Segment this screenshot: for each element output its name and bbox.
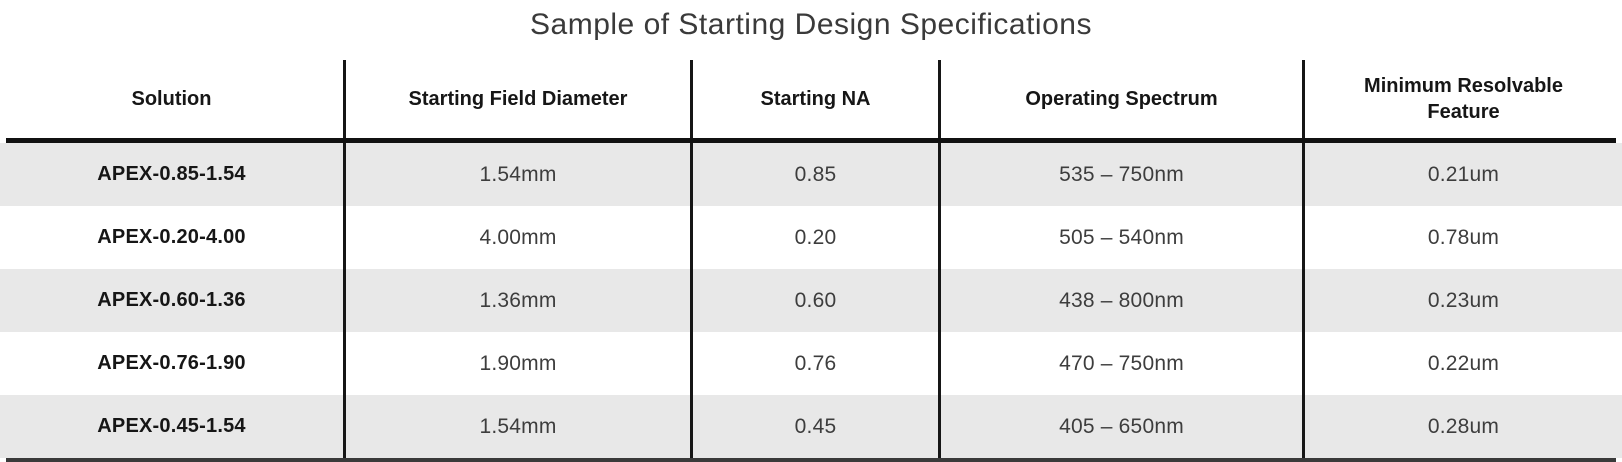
cell-starting-na: 0.76 xyxy=(690,332,938,395)
cell-operating-spectrum: 535 – 750nm xyxy=(938,143,1302,206)
table-row: APEX-0.45-1.54 1.54mm 0.45 405 – 650nm 0… xyxy=(0,395,1622,458)
cell-solution: APEX-0.60-1.36 xyxy=(97,289,246,311)
cell-min-resolvable-feature: 0.23um xyxy=(1302,269,1622,332)
column-header-starting-na: Starting NA xyxy=(690,60,938,138)
table-row: APEX-0.85-1.54 1.54mm 0.85 535 – 750nm 0… xyxy=(0,143,1622,206)
cell-field-diameter: 1.54mm xyxy=(343,143,690,206)
column-header-solution: Solution xyxy=(131,88,212,110)
cell-starting-na: 0.45 xyxy=(690,395,938,458)
column-header-operating-spectrum: Operating Spectrum xyxy=(938,60,1302,138)
cell-min-resolvable-feature: 0.28um xyxy=(1302,395,1622,458)
column-header-field-diameter: Starting Field Diameter xyxy=(343,60,690,138)
cell-starting-na: 0.60 xyxy=(690,269,938,332)
cell-solution: APEX-0.45-1.54 xyxy=(97,415,246,437)
cell-operating-spectrum: 470 – 750nm xyxy=(938,332,1302,395)
header-row: Solution Starting Field Diameter Startin… xyxy=(0,60,1622,138)
cell-starting-na: 0.20 xyxy=(690,206,938,269)
cell-operating-spectrum: 405 – 650nm xyxy=(938,395,1302,458)
cell-operating-spectrum: 438 – 800nm xyxy=(938,269,1302,332)
cell-field-diameter: 1.90mm xyxy=(343,332,690,395)
table-bottom-rule xyxy=(6,458,1616,462)
cell-min-resolvable-feature: 0.21um xyxy=(1302,143,1622,206)
spec-table: Solution Starting Field Diameter Startin… xyxy=(0,60,1622,462)
cell-min-resolvable-feature: 0.78um xyxy=(1302,206,1622,269)
cell-field-diameter: 4.00mm xyxy=(343,206,690,269)
header-divider-rule xyxy=(6,138,1616,143)
table-row: APEX-0.76-1.90 1.90mm 0.76 470 – 750nm 0… xyxy=(0,332,1622,395)
cell-solution: APEX-0.76-1.90 xyxy=(97,352,246,374)
table-row: APEX-0.60-1.36 1.36mm 0.60 438 – 800nm 0… xyxy=(0,269,1622,332)
cell-operating-spectrum: 505 – 540nm xyxy=(938,206,1302,269)
cell-field-diameter: 1.36mm xyxy=(343,269,690,332)
column-header-min-resolvable-feature: Minimum Resolvable Feature xyxy=(1302,60,1622,138)
cell-solution: APEX-0.20-4.00 xyxy=(97,226,246,248)
cell-min-resolvable-feature: 0.22um xyxy=(1302,332,1622,395)
cell-starting-na: 0.85 xyxy=(690,143,938,206)
table-row: APEX-0.20-4.00 4.00mm 0.20 505 – 540nm 0… xyxy=(0,206,1622,269)
cell-solution: APEX-0.85-1.54 xyxy=(97,163,246,185)
table-title: Sample of Starting Design Specifications xyxy=(530,8,1092,41)
cell-field-diameter: 1.54mm xyxy=(343,395,690,458)
